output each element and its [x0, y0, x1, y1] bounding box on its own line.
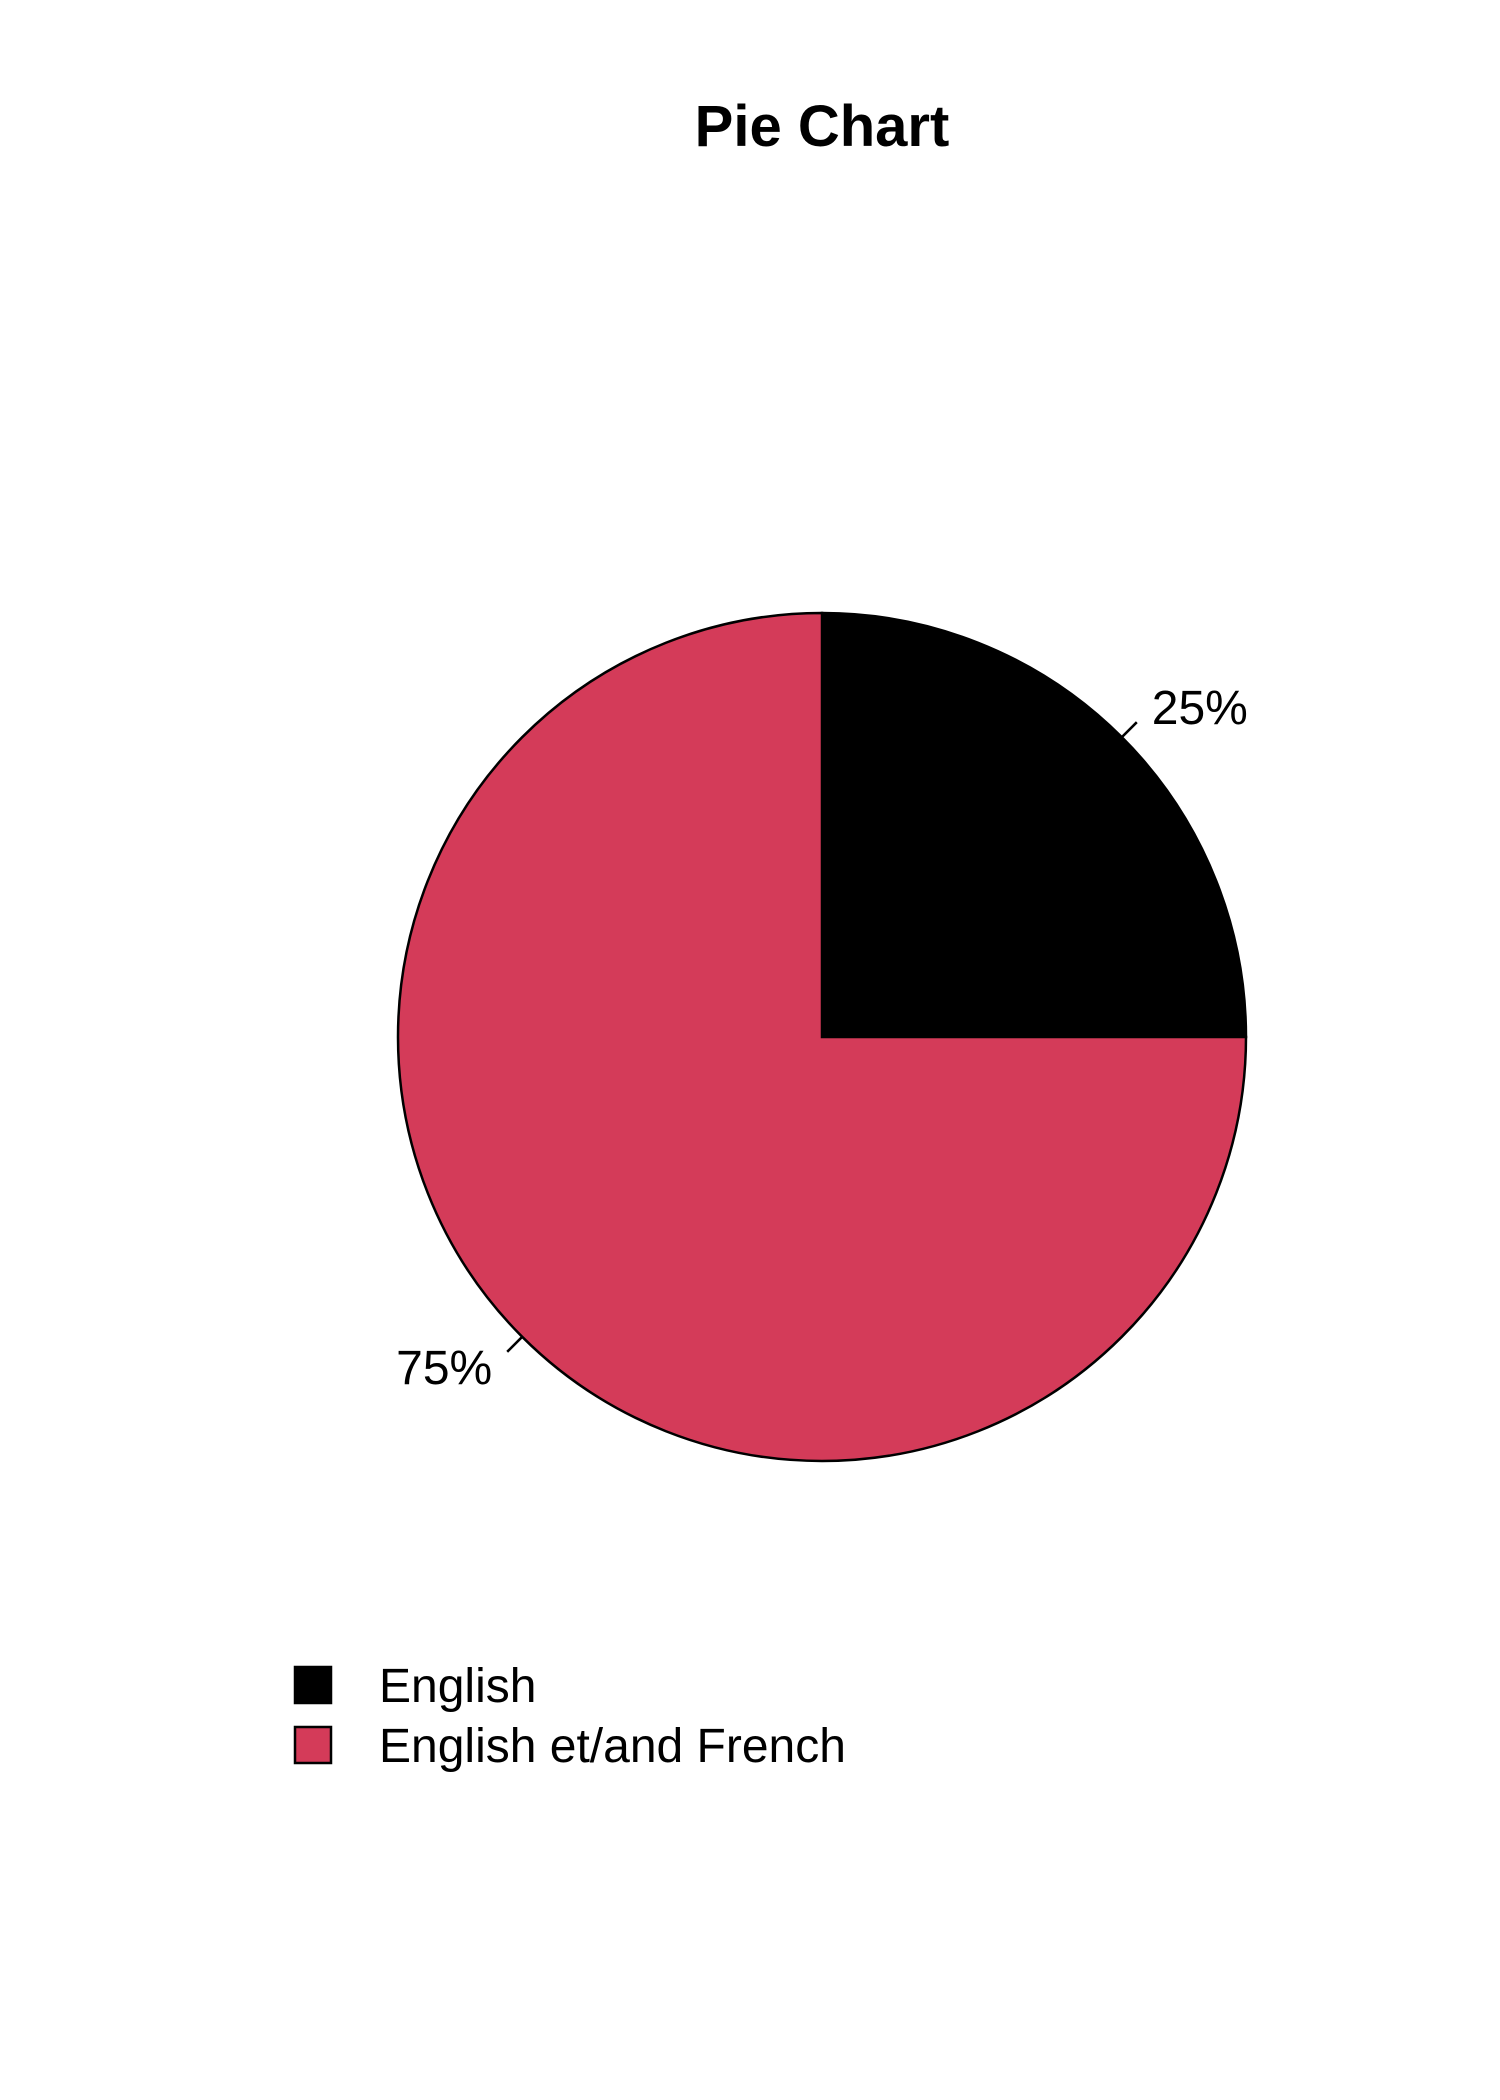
legend-swatch-1 [293, 1665, 333, 1705]
legend-swatch-2 [293, 1725, 333, 1765]
pie-slice-2 [396, 611, 1248, 1463]
legend-label-1: English [379, 1660, 536, 1713]
slice-label-tick-1 [1120, 721, 1138, 739]
pie-slices [396, 611, 1248, 1463]
legend: English English et/and French [293, 1660, 846, 1773]
legend-label-2: English et/and French [379, 1720, 846, 1773]
chart-title: Pie Chart [695, 94, 950, 159]
slice-value-label-2: 75% [396, 1342, 492, 1395]
pie-slice-labels: 25% 75% [396, 682, 1248, 1395]
slice-label-tick-2 [506, 1335, 524, 1353]
slice-value-label-1: 25% [1152, 682, 1248, 735]
pie-slice-1 [820, 611, 1248, 1039]
